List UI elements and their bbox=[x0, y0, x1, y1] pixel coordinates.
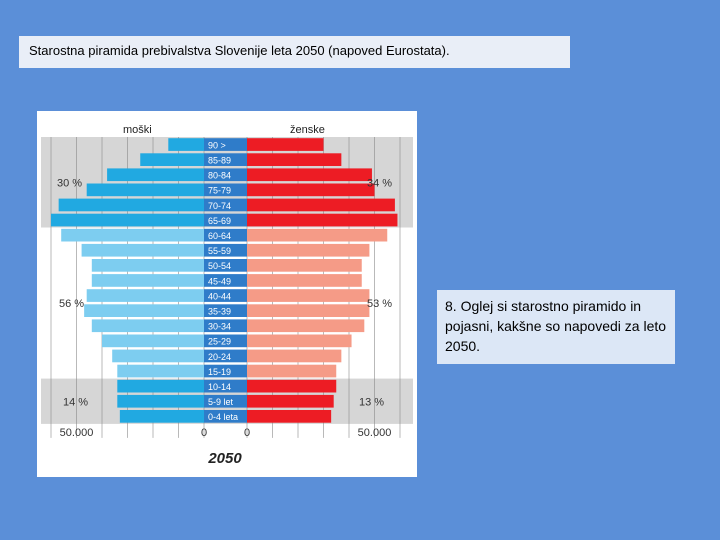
male-share-young: 14 % bbox=[63, 396, 88, 408]
male-bar bbox=[86, 183, 204, 197]
x-tick-left: 50.000 bbox=[60, 427, 94, 439]
age-label: 10-14 bbox=[208, 382, 231, 392]
age-box bbox=[204, 198, 247, 212]
age-label: 60-64 bbox=[208, 231, 231, 241]
age-label: 90 > bbox=[208, 140, 226, 150]
male-bar bbox=[117, 364, 204, 378]
age-box bbox=[204, 213, 247, 227]
female-bar bbox=[247, 334, 352, 348]
age-box bbox=[204, 379, 247, 393]
male-share-working: 56 % bbox=[59, 298, 84, 310]
left-header: moški bbox=[123, 124, 152, 136]
male-bar bbox=[84, 304, 204, 317]
male-bar bbox=[107, 168, 204, 182]
male-bar bbox=[51, 213, 204, 227]
age-label: 80-84 bbox=[208, 171, 231, 181]
age-label: 30-34 bbox=[208, 322, 231, 332]
female-bar bbox=[247, 274, 362, 287]
female-bar bbox=[247, 183, 375, 197]
female-bar bbox=[247, 243, 370, 257]
female-bar bbox=[247, 319, 365, 333]
male-bar bbox=[61, 228, 205, 242]
task-note: 8. Oglej si starostno piramido in pojasn… bbox=[437, 290, 675, 364]
age-label: 35-39 bbox=[208, 307, 231, 317]
age-label: 45-49 bbox=[208, 276, 231, 286]
chart-title: 2050 bbox=[207, 450, 242, 467]
female-share-senior: 34 % bbox=[367, 177, 392, 189]
male-bar bbox=[58, 198, 205, 212]
female-share-young: 13 % bbox=[359, 396, 384, 408]
age-box bbox=[204, 364, 247, 378]
age-box bbox=[204, 319, 247, 333]
female-bar bbox=[247, 364, 337, 378]
female-bar bbox=[247, 394, 334, 408]
female-bar bbox=[247, 138, 324, 151]
male-bar bbox=[86, 289, 204, 302]
age-label: 55-59 bbox=[208, 246, 231, 256]
age-box bbox=[204, 410, 247, 423]
age-label: 25-29 bbox=[208, 337, 231, 347]
female-bar bbox=[247, 168, 372, 182]
age-box bbox=[204, 228, 247, 242]
age-label: 0-4 leta bbox=[208, 412, 238, 422]
male-bar bbox=[91, 274, 204, 287]
female-bar bbox=[247, 213, 398, 227]
male-bar bbox=[117, 394, 204, 408]
female-bar bbox=[247, 228, 388, 242]
male-bar bbox=[117, 379, 204, 393]
female-bar bbox=[247, 198, 395, 212]
right-header: ženske bbox=[290, 124, 325, 136]
population-pyramid-chart: 30 % 34 % 56 % 53 % 14 % 13 % 90 > 85-89 80-84 75… bbox=[37, 111, 417, 477]
age-label: 5-9 let bbox=[208, 397, 234, 407]
age-label: 15-19 bbox=[208, 367, 231, 377]
pyramid-svg: 30 % 34 % 56 % 53 % 14 % 13 % 90 > 85-89 80-84 75… bbox=[41, 124, 413, 467]
female-bar bbox=[247, 410, 332, 423]
age-label: 40-44 bbox=[208, 291, 231, 301]
age-label: 75-79 bbox=[208, 186, 231, 196]
age-box bbox=[204, 349, 247, 363]
female-bar bbox=[247, 153, 342, 166]
age-label: 85-89 bbox=[208, 156, 231, 166]
age-box bbox=[204, 394, 247, 408]
age-box bbox=[204, 138, 247, 151]
x-tick-right: 0 bbox=[244, 427, 250, 439]
male-bar bbox=[119, 410, 204, 423]
x-tick-right: 50.000 bbox=[358, 427, 392, 439]
male-bar bbox=[91, 319, 204, 333]
age-label: 50-54 bbox=[208, 261, 231, 271]
age-box bbox=[204, 304, 247, 317]
slide-caption: Starostna piramida prebivalstva Slovenij… bbox=[19, 36, 570, 68]
age-box bbox=[204, 183, 247, 197]
age-box bbox=[204, 334, 247, 348]
female-share-working: 53 % bbox=[367, 298, 392, 310]
age-box bbox=[204, 274, 247, 287]
age-label: 20-24 bbox=[208, 352, 231, 362]
female-bar bbox=[247, 349, 342, 363]
age-label: 65-69 bbox=[208, 216, 231, 226]
male-share-senior: 30 % bbox=[57, 177, 82, 189]
age-box bbox=[204, 243, 247, 257]
age-box bbox=[204, 153, 247, 166]
female-bar bbox=[247, 379, 337, 393]
male-bar bbox=[91, 259, 204, 272]
male-bar bbox=[168, 138, 204, 151]
age-box bbox=[204, 289, 247, 302]
male-bar bbox=[140, 153, 204, 166]
male-bar bbox=[102, 334, 204, 348]
female-bar bbox=[247, 304, 370, 317]
x-tick-left: 0 bbox=[201, 427, 207, 439]
male-bar bbox=[112, 349, 204, 363]
age-box bbox=[204, 259, 247, 272]
female-bar bbox=[247, 259, 362, 272]
age-box bbox=[204, 168, 247, 182]
male-bar bbox=[81, 243, 204, 257]
female-bar bbox=[247, 289, 370, 302]
age-label: 70-74 bbox=[208, 201, 231, 211]
band-senior bbox=[41, 137, 413, 228]
